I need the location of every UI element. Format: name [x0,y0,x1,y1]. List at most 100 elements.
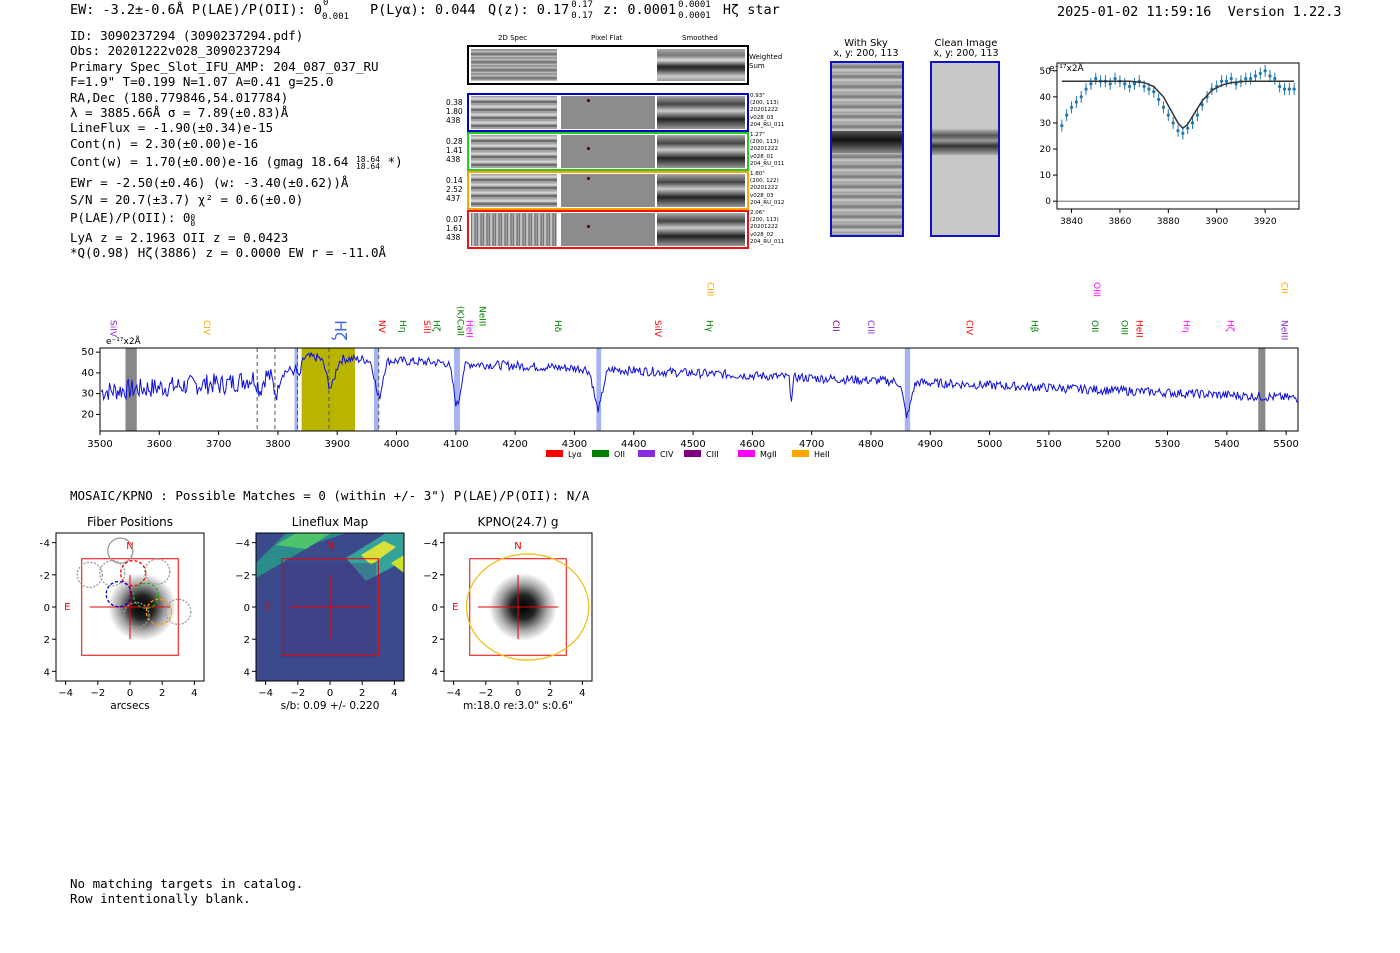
row-pixel-flat-mark [587,177,590,180]
row-pixel-flat [561,213,655,246]
zoom-data-point [1230,77,1233,80]
sky-image [830,61,904,237]
cutout-stat: 438 [446,233,463,242]
spec-xtick-label: 5300 [1155,439,1180,450]
cutout-row-left-stats: 0.28 1.41 438 [446,137,463,164]
spec-line-name: Hζ [430,320,440,332]
cutout-row-right-info: 1.27" (200, 113) 20201222 v028_01 204_RU_011 [750,132,784,168]
row-smoothed [657,96,745,129]
spec-legend-label: CIV [660,450,674,459]
cutout-fiber-info: (200, 113) [750,139,784,146]
header-ew-plae: EW: -3.2±-0.6Å P(LAE)/P(OII): 0 [70,2,322,18]
cutout-stat: 438 [446,116,463,125]
zoom-xtick-label: 3860 [1108,217,1131,227]
spec-xtick-label: 5000 [977,439,1002,450]
spec-line-label: Hδ [552,320,562,333]
weighted-sum-flat [561,49,655,81]
zoom-data-point [1273,77,1276,80]
header-qz-sub: 0.17 [571,11,593,21]
cutout-stat: 1.80 [446,107,463,116]
header-qz-label: Q(z): 0.17 [488,2,569,18]
spec-line-label: (K)CaII [455,306,465,336]
spec-line-label: HeII [464,320,474,338]
catalog-xtick-label: −2 [290,688,305,699]
lineflux-center [281,563,376,658]
cutout-stat: 1.41 [446,146,463,155]
spec-legend-swatch [592,450,609,457]
row-2d-spec [471,96,557,129]
spec-xtick-label: 4300 [562,439,587,450]
zoom-data-point [1283,87,1286,90]
spectrum-chart: e⁻¹⁷x2Å203040503500 3600 3700 3800 3900 4000 4… [60,280,1320,465]
zoom-data-point [1259,72,1262,75]
spec-line-name: SiII [421,320,431,334]
header-plae-sup: 0 [323,0,328,8]
catalog-xtick-label: 0 [515,688,521,699]
cutout-stat: 1.61 [446,224,463,233]
zoom-data-point [1075,101,1078,104]
header-z-sup: 0.0001 [678,0,711,10]
zoom-data-point [1176,129,1179,132]
cutout-fiber-info: 204_RU_011 [750,239,784,246]
cutout-fiber-info: 20201222 [750,107,784,114]
plae-text: P(LAE)/P(OII): 0 [70,210,190,225]
spec-line-name: HeII [1134,320,1144,338]
spec-line-label: CIV [201,320,211,336]
catalog-panel-xlabel: arcsecs [110,700,149,712]
cutout-row-right-info: 0.93" (200, 113) 20201222 v028_03 204_RU_011 [750,93,784,129]
spec-line-name: (K)CaII [455,306,465,336]
spec-line-label: Hζ [1224,320,1234,332]
row-smoothed [657,213,745,246]
footer-note: No matching targets in catalog. Row inte… [70,876,303,906]
cutout-stat: 0.14 [446,176,463,185]
catalog-xtick-label: 2 [159,688,165,699]
zoom-ytick-label: 10 [1040,171,1052,181]
cutout-fiber-info: 1.27" [750,132,784,139]
catalog-panel-1: Fiber Positions N E −4 4 −2 2 0 0 2 −2 4 −4 arcsecs [40,515,204,712]
header-timestamp: 2025-01-02 11:59:16 Version 1.22.3 [1057,4,1342,20]
row-pixel-flat [561,135,655,168]
info-line-plae: P(LAE)/P(OII): 000 [70,210,403,227]
cutout-fiber-info: (200, 113) [750,217,784,224]
catalog-xtick-label: 2 [359,688,365,699]
gmag-tail: *) [380,154,403,169]
east-label: E [264,602,270,613]
cutout-fiber-info: 20201222 [750,185,784,192]
header-qz-sup: 0.17 [571,0,593,10]
cutout-fiber-info: v028_03 [750,115,784,122]
cutout-row-left-stats: 0.38 1.80 438 [446,98,463,125]
row-2d-spec [471,135,557,168]
info-line-obs: Obs: 20201222v028_3090237294 [70,43,403,58]
spec-line-name: CIV [964,320,974,336]
spec-xtick-label: 3500 [87,439,112,450]
row-pixel-flat-mark [587,147,590,150]
spec-xtick-label: 5500 [1273,439,1298,450]
cutout-fiber-info: (200, 122) [750,178,784,185]
zoom-data-point [1152,90,1155,93]
catalog-xtick-label: −4 [58,688,73,699]
zoom-data-point [1288,87,1291,90]
catalog-ytick-label: −2 [235,571,250,582]
weighted-sum-cutout [467,45,749,85]
spec-flux-line [101,353,1298,418]
zoom-data-point [1060,124,1063,127]
spec-line-label: NV [376,320,386,334]
clean-panel-subtitle: x, y: 200, 113 [926,48,1006,59]
catalog-xtick-label: 0 [327,688,333,699]
spec-legend-label: OII [614,450,625,459]
catalog-xtick-label: 0 [127,688,133,699]
zoom-xtick-label: 3840 [1060,217,1083,227]
cutout-fiber-info: 204_RU_012 [750,200,784,207]
east-label: E [452,602,458,613]
catalog-ytick-label: −2 [423,571,438,582]
row-2d-spec [471,174,557,207]
spec-line-name: Hδ [552,320,562,333]
spec-xtick-label: 3700 [206,439,231,450]
spec-legend-swatch [546,450,563,457]
info-line-fiber-params: F=1.9" T=0.199 N=1.07 A=0.41 g=25.0 [70,74,403,89]
zoom-data-point [1123,82,1126,85]
catalog-header: MOSAIC/KPNO : Possible Matches = 0 (with… [70,488,589,503]
header-z-sub: 0.0001 [678,11,711,21]
cont-w-text: Cont(w) = 1.70(±0.00)e-16 (gmag 18.64 [70,154,356,169]
